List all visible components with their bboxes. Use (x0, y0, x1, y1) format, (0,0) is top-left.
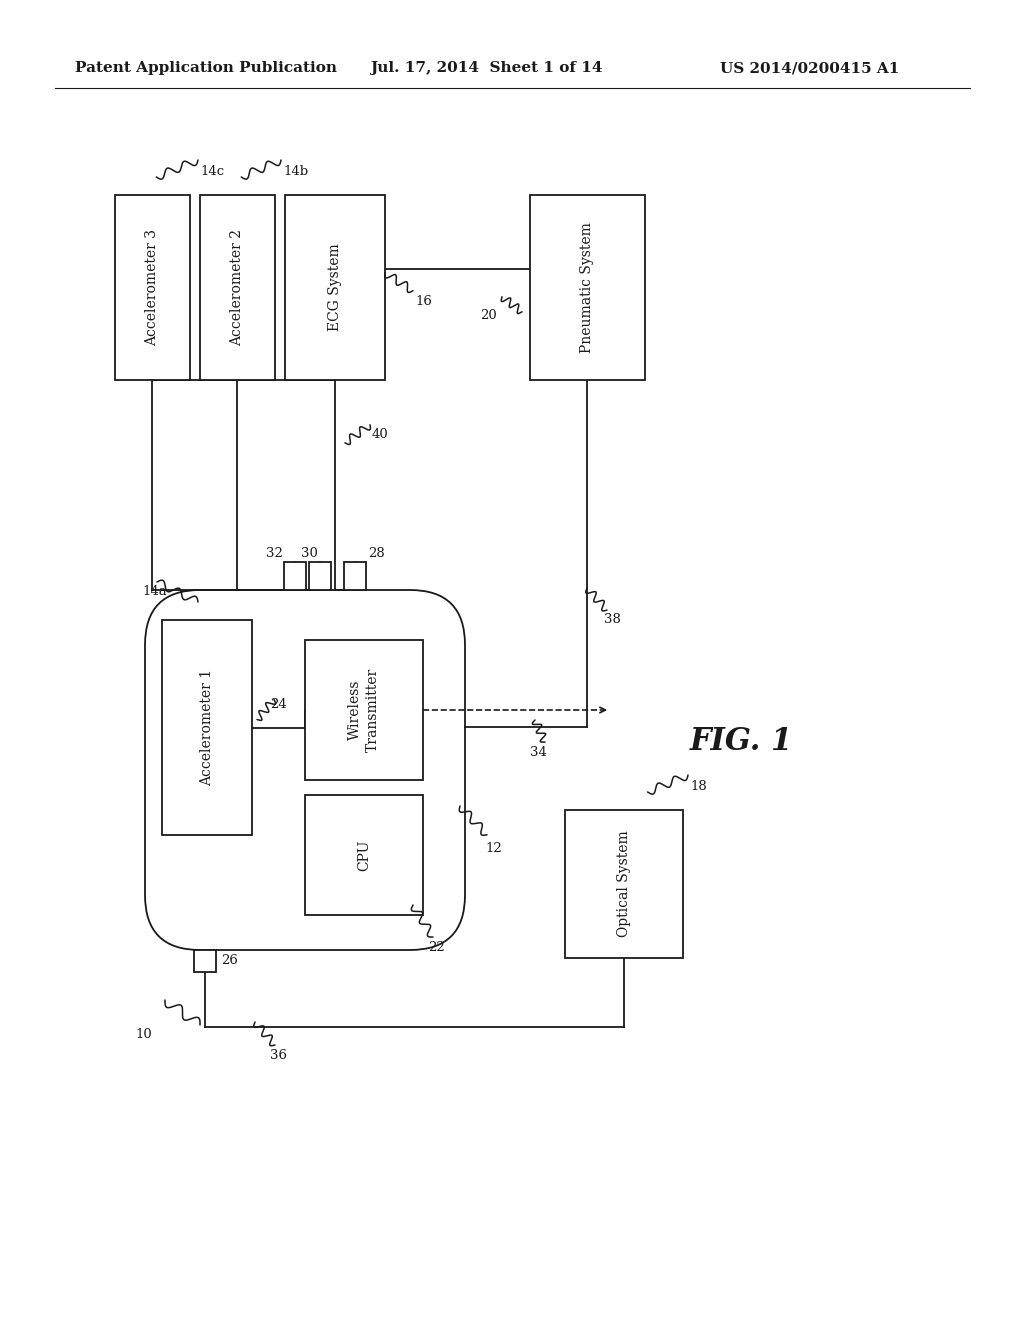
Text: Pneumatic System: Pneumatic System (581, 222, 595, 352)
Text: 14c: 14c (200, 165, 224, 178)
Text: 32: 32 (266, 546, 283, 560)
Text: CPU: CPU (357, 840, 371, 871)
Text: 10: 10 (135, 1028, 152, 1041)
Text: ECG System: ECG System (328, 244, 342, 331)
Text: 26: 26 (221, 954, 238, 968)
Bar (309, 562, 331, 590)
Text: 30: 30 (301, 546, 317, 560)
Text: Accelerometer 1: Accelerometer 1 (200, 669, 214, 787)
Text: 28: 28 (368, 546, 385, 560)
Text: 20: 20 (480, 309, 497, 322)
Bar (530, 195, 645, 380)
Bar (115, 195, 190, 380)
Bar (305, 640, 423, 780)
Text: Patent Application Publication: Patent Application Publication (75, 61, 337, 75)
Text: 22: 22 (428, 941, 444, 954)
Text: 38: 38 (604, 612, 621, 626)
Bar (162, 620, 252, 836)
Bar (305, 795, 423, 915)
Bar (200, 195, 275, 380)
Text: Accelerometer 3: Accelerometer 3 (145, 228, 160, 346)
Text: 14a: 14a (142, 585, 167, 598)
Bar (194, 950, 216, 972)
Text: 12: 12 (485, 842, 502, 855)
Text: 18: 18 (690, 780, 707, 793)
Text: 34: 34 (530, 746, 547, 759)
Text: 14b: 14b (283, 165, 308, 178)
Text: Jul. 17, 2014  Sheet 1 of 14: Jul. 17, 2014 Sheet 1 of 14 (370, 61, 602, 75)
Text: 36: 36 (270, 1049, 287, 1063)
Bar (565, 810, 683, 958)
Bar (284, 562, 306, 590)
Text: 24: 24 (270, 697, 287, 710)
Text: FIG. 1: FIG. 1 (690, 726, 794, 756)
Text: 40: 40 (372, 428, 389, 441)
Bar (285, 195, 385, 380)
FancyBboxPatch shape (145, 590, 465, 950)
Text: Accelerometer 2: Accelerometer 2 (230, 228, 245, 346)
Bar (344, 562, 366, 590)
Text: 16: 16 (415, 294, 432, 308)
Text: Optical System: Optical System (617, 830, 631, 937)
Text: Wireless
Transmitter: Wireless Transmitter (348, 668, 380, 752)
Text: US 2014/0200415 A1: US 2014/0200415 A1 (720, 61, 899, 75)
